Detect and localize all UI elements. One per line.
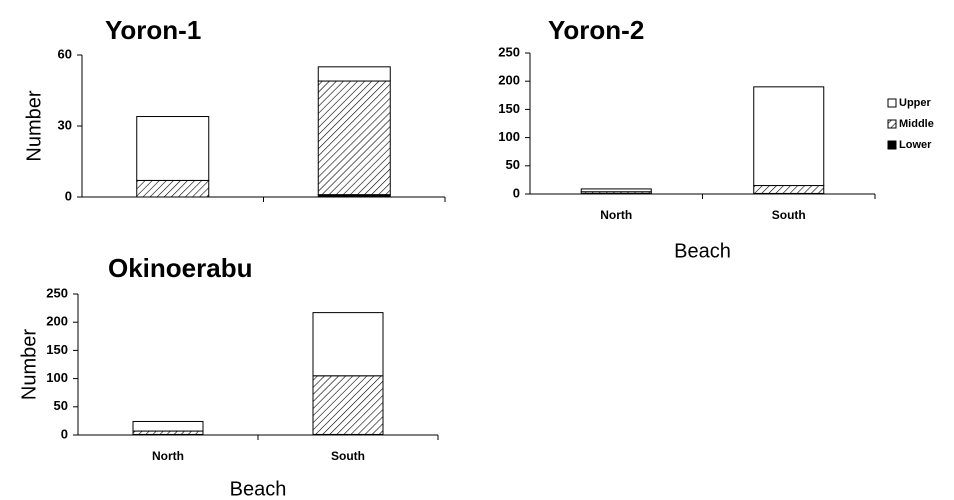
y-tick-label: 200 [46, 314, 68, 329]
y-tick-label: 150 [498, 101, 520, 116]
x-axis-label: Beach [674, 240, 731, 262]
x-tick-label: South [331, 449, 365, 463]
bar-segment [317, 80, 391, 196]
x-tick-label: North [152, 449, 184, 463]
x-tick-label: South [772, 208, 806, 222]
legend-swatch [887, 119, 897, 129]
y-axis-label: Number [23, 90, 45, 161]
y-tick-label: 60 [58, 46, 72, 61]
bar-segment [136, 179, 210, 198]
y-tick-label: 30 [58, 117, 72, 132]
bar-segment [317, 66, 391, 82]
y-axis-label: Number [18, 329, 40, 400]
chart-title: Okinoerabu [108, 253, 252, 283]
y-tick-label: 50 [54, 398, 68, 413]
y-tick-label: 250 [498, 44, 520, 59]
y-tick-label: 250 [46, 285, 68, 300]
bar-segment [132, 420, 204, 432]
bar-segment [312, 375, 384, 435]
x-axis-label: Beach [230, 478, 287, 500]
bar-segment [312, 312, 384, 377]
legend-label: Upper [899, 97, 932, 109]
x-tick-label: North [600, 208, 632, 222]
y-tick-label: 100 [46, 370, 68, 385]
chart-title: Yoron-1 [105, 15, 201, 45]
legend-swatch [887, 140, 897, 150]
y-tick-label: 50 [506, 157, 520, 172]
legend-swatch [887, 98, 897, 108]
bar-segment [132, 430, 204, 435]
y-tick-label: 100 [498, 129, 520, 144]
y-tick-label: 0 [65, 188, 72, 203]
bar-segment [753, 185, 825, 194]
legend-label: Middle [899, 118, 934, 130]
bar-segment [580, 188, 652, 193]
bar-segment [136, 116, 210, 181]
y-tick-label: 200 [498, 73, 520, 88]
bar-segment [753, 86, 825, 187]
y-tick-label: 150 [46, 342, 68, 357]
legend-label: Lower [899, 139, 932, 151]
y-tick-label: 0 [513, 185, 520, 200]
chart-title: Yoron-2 [548, 15, 644, 45]
y-tick-label: 0 [61, 426, 68, 441]
